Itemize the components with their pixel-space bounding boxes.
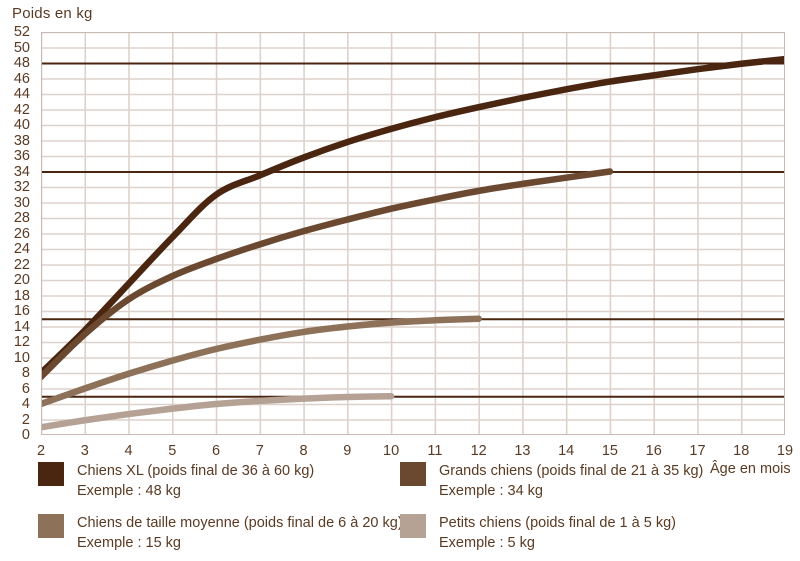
curve-chiens	[41, 315, 482, 408]
legend-label-xl: Chiens XL (poids final de 36 à 60 kg)	[77, 463, 315, 479]
x-tick-label: 5	[168, 443, 177, 459]
legend-item-medium[interactable]: Chiens de taille moyenne (poids final de…	[38, 513, 403, 553]
y-tick-label: 16	[13, 303, 30, 319]
y-tick-label: 32	[13, 179, 30, 195]
plot-area	[41, 32, 785, 435]
legend-swatch-xl	[38, 462, 64, 486]
y-tick-label: 0	[21, 427, 30, 443]
legend-text-medium: Chiens de taille moyenne (poids final de…	[77, 513, 403, 553]
x-tick-label: 10	[383, 443, 400, 459]
series-curves	[41, 55, 785, 431]
curve-petits	[41, 393, 395, 431]
x-tick-label: 18	[733, 443, 750, 459]
y-tick-label: 26	[13, 225, 30, 242]
chart-legend: Chiens XL (poids final de 36 à 60 kg) Exe…	[0, 455, 800, 561]
reference-lines	[41, 62, 785, 398]
legend-example-xl: Exemple : 48 kg	[77, 483, 181, 499]
x-tick-label: 13	[514, 443, 531, 459]
y-tick-label: 12	[13, 334, 30, 350]
curve-chiens	[41, 55, 785, 377]
x-tick-label: 4	[124, 443, 133, 459]
y-tick-label: 22	[13, 256, 30, 273]
curve-grands	[41, 168, 614, 381]
x-tick-label: 2	[36, 443, 46, 459]
x-tick-label: 6	[212, 443, 221, 459]
y-tick-label: 50	[13, 39, 30, 56]
x-tick-label: 3	[80, 443, 89, 459]
chart-title: Poids en kg	[12, 5, 93, 22]
legend-label-large: Grands chiens (poids final de 21 à 35 kg…	[439, 463, 704, 479]
legend-text-xl: Chiens XL (poids final de 36 à 60 kg) Exe…	[77, 461, 314, 501]
y-tick-label: 2	[21, 411, 30, 428]
legend-text-large: Grands chiens (poids final de 21 à 35 kg…	[439, 461, 703, 501]
horizontal-gridlines	[41, 32, 785, 435]
x-tick-label: 9	[343, 443, 352, 459]
y-tick-label: 30	[13, 194, 30, 211]
y-tick-label: 8	[21, 365, 30, 381]
x-tick-label: 16	[645, 443, 662, 459]
y-tick-label: 48	[13, 55, 30, 71]
legend-item-large[interactable]: Grands chiens (poids final de 21 à 35 kg…	[400, 461, 703, 501]
x-tick-label: 15	[601, 443, 618, 459]
growth-curves-svg	[41, 32, 785, 435]
y-tick-label: 44	[13, 86, 30, 102]
legend-label-small: Petits chiens (poids final de 1 à 5 kg)	[439, 515, 676, 531]
y-tick-label: 6	[21, 380, 30, 397]
y-tick-label: 10	[13, 349, 30, 366]
y-tick-label: 40	[13, 117, 30, 133]
x-tick-label: 14	[558, 443, 575, 459]
y-tick-label: 4	[21, 396, 30, 412]
y-tick-label: 24	[13, 241, 30, 257]
x-tick-label: 7	[255, 443, 264, 459]
plot-border	[41, 32, 785, 435]
x-tick-label: 12	[470, 443, 487, 459]
legend-swatch-large	[400, 462, 426, 486]
legend-item-small[interactable]: Petits chiens (poids final de 1 à 5 kg) E…	[400, 513, 676, 553]
y-tick-label: 18	[13, 287, 30, 304]
legend-swatch-small	[400, 514, 426, 538]
y-tick-label: 52	[13, 24, 30, 40]
y-tick-label: 14	[13, 318, 30, 335]
y-tick-label: 20	[13, 272, 30, 288]
legend-text-small: Petits chiens (poids final de 1 à 5 kg) E…	[439, 513, 676, 553]
x-tick-label: 8	[299, 443, 308, 459]
legend-swatch-medium	[38, 514, 64, 538]
legend-label-medium: Chiens de taille moyenne (poids final de…	[77, 515, 403, 531]
y-tick-label: 46	[13, 70, 30, 87]
y-tick-label: 28	[13, 210, 30, 226]
x-axis-label: Âge en mois	[710, 461, 791, 477]
y-tick-label: 36	[13, 148, 30, 164]
y-tick-label: 34	[13, 163, 30, 180]
y-tick-label: 38	[13, 132, 30, 149]
x-tick-label: 19	[776, 443, 794, 459]
legend-example-small: Exemple : 5 kg	[439, 535, 535, 551]
y-tick-label: 42	[13, 101, 30, 118]
legend-example-large: Exemple : 34 kg	[439, 483, 543, 499]
x-tick-label: 17	[689, 443, 706, 459]
legend-item-xl[interactable]: Chiens XL (poids final de 36 à 60 kg) Exe…	[38, 461, 314, 501]
legend-example-medium: Exemple : 15 kg	[77, 535, 181, 551]
x-tick-label: 11	[427, 443, 443, 459]
